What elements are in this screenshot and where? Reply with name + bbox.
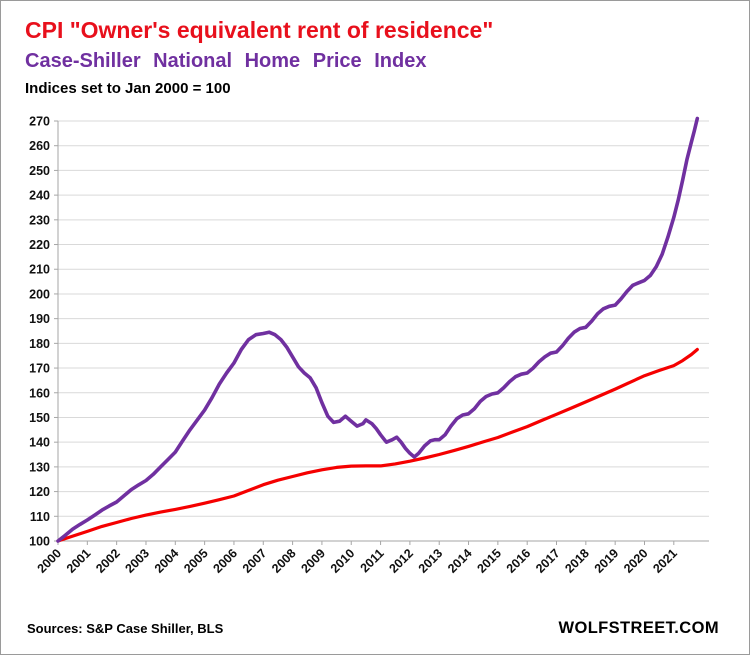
svg-text:230: 230	[29, 213, 50, 227]
svg-text:2004: 2004	[152, 546, 182, 576]
svg-text:2019: 2019	[592, 546, 622, 576]
svg-text:100: 100	[29, 535, 50, 549]
chart-title-oer: CPI "Owner's equivalent rent of residenc…	[25, 17, 494, 43]
svg-text:2016: 2016	[504, 546, 534, 576]
svg-text:2000: 2000	[35, 546, 65, 576]
svg-text:190: 190	[29, 312, 50, 326]
chart-footer: Sources: S&P Case Shiller, BLS WOLFSTREE…	[27, 619, 719, 638]
svg-text:170: 170	[29, 362, 50, 376]
svg-text:210: 210	[29, 263, 50, 277]
svg-text:2013: 2013	[416, 546, 446, 576]
svg-text:2014: 2014	[445, 546, 475, 576]
svg-text:200: 200	[29, 287, 50, 301]
svg-text:130: 130	[29, 460, 50, 474]
svg-text:2003: 2003	[123, 546, 153, 576]
svg-text:240: 240	[29, 189, 50, 203]
svg-text:2020: 2020	[621, 546, 651, 576]
svg-text:2021: 2021	[650, 546, 680, 576]
line-chart: 100 110 120 130 140 150 160 170 180 190 200 210 220 2…	[29, 115, 709, 576]
svg-text:140: 140	[29, 436, 50, 450]
chart-header: CPI "Owner's equivalent rent of residenc…	[1, 1, 749, 97]
svg-text:2017: 2017	[533, 546, 563, 576]
wolfstreet-logo: WOLFSTREET.COM	[558, 619, 719, 637]
svg-text:2015: 2015	[474, 546, 504, 576]
svg-text:2001: 2001	[64, 546, 94, 576]
svg-text:2002: 2002	[93, 546, 123, 576]
svg-text:110: 110	[30, 510, 50, 524]
svg-text:2008: 2008	[269, 546, 299, 576]
chart-area: 100 110 120 130 140 150 160 170 180 190 200 210 220 2…	[1, 101, 749, 601]
svg-text:2018: 2018	[562, 546, 592, 576]
svg-text:250: 250	[29, 164, 50, 178]
svg-text:270: 270	[29, 115, 50, 129]
sources-note: Sources: S&P Case Shiller, BLS	[27, 621, 224, 636]
svg-text:180: 180	[29, 337, 50, 351]
svg-text:2007: 2007	[240, 546, 270, 576]
svg-text:2006: 2006	[211, 546, 241, 576]
svg-text:120: 120	[29, 485, 50, 499]
svg-text:220: 220	[29, 238, 50, 252]
svg-text:2009: 2009	[298, 546, 328, 576]
svg-text:260: 260	[29, 139, 50, 153]
svg-text:160: 160	[29, 386, 50, 400]
svg-text:150: 150	[29, 411, 50, 425]
svg-text:2011: 2011	[358, 546, 387, 575]
svg-text:2012: 2012	[386, 546, 416, 576]
chart-title-case-shiller: Case-Shiller National Home Price Index	[25, 50, 427, 73]
svg-text:2010: 2010	[328, 546, 358, 576]
chart-subtitle: Indices set to Jan 2000 = 100	[25, 80, 231, 98]
svg-text:2005: 2005	[181, 546, 211, 576]
